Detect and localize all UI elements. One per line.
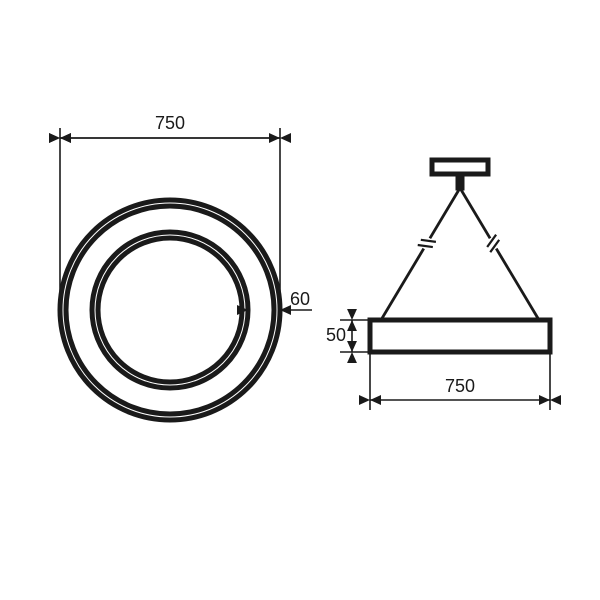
- plan-thickness-label: 60: [290, 289, 310, 309]
- elev-width-label: 750: [445, 376, 475, 396]
- plan-width-label: 750: [155, 113, 185, 133]
- technical-drawing: 750 60 50 750: [0, 0, 600, 600]
- elev-height-label: 50: [326, 325, 346, 345]
